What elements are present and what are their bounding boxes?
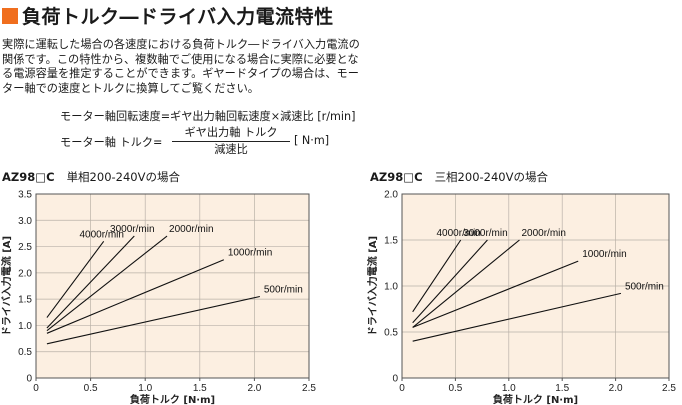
chart1-xtick-label: 2.0 <box>247 383 261 394</box>
chart2-frame <box>401 193 670 379</box>
chart1-ytick-label: 1.5 <box>18 295 32 306</box>
chart1-series-line-2000r/min <box>46 235 168 332</box>
chart2-ytick-label: 1.0 <box>384 282 398 293</box>
chart1-xtick-label: 2.5 <box>302 383 316 394</box>
torque-formula-unit: [ N·m] <box>294 134 330 147</box>
intro-paragraph: 実際に運転した場合の各速度における負荷トルク―ドライバ入力電流の関係です。この特… <box>2 38 360 95</box>
chart1-condition: 単相200-240Vの場合 <box>66 170 180 184</box>
chart1-xtick-label: 1.0 <box>138 383 152 394</box>
chart2-series-line-4000r/min <box>412 239 462 313</box>
chart1-model: AZ98□C <box>2 170 55 184</box>
chart1-series-label: 3000r/min <box>110 224 154 235</box>
chart2-xlabel: 負荷トルク [N·m] <box>493 393 578 405</box>
chart1-series-label: 500r/min <box>264 285 303 296</box>
chart1-plot-area <box>36 194 309 378</box>
chart2-xtick-label: 1.5 <box>555 383 569 394</box>
chart1-xtick-label: 0 <box>33 383 39 394</box>
chart2-ytick-label: 0.5 <box>384 328 398 339</box>
chart1-ylabel: ドライバ入力電流 [A] <box>0 236 13 336</box>
chart2-model: AZ98□C <box>370 170 423 184</box>
chart2-series-line-500r/min <box>412 292 622 342</box>
torque-formula-lhs: モーター軸 トルク= <box>60 136 163 149</box>
chart1-series-line-500r/min <box>46 295 260 345</box>
chart2-ylabel: ドライバ入力電流 [A] <box>366 236 379 336</box>
torque-formula-numerator: ギヤ出力軸 トルク <box>184 126 278 139</box>
section-title: 負荷トルク―ドライバ入力電流特性 <box>2 2 334 29</box>
fraction-bar <box>172 141 290 142</box>
chart2-xtick-label: 0 <box>399 383 405 394</box>
chart1-series-label: 4000r/min <box>79 229 123 240</box>
chart1-series-label: 2000r/min <box>169 224 213 235</box>
chart1-title: AZ98□C 単相200-240Vの場合 <box>2 169 180 185</box>
chart2-series-line-3000r/min <box>412 239 488 324</box>
chart2-series-line-2000r/min <box>412 239 520 328</box>
chart1-series-line-3000r/min <box>46 235 135 329</box>
chart1-ytick-label: 2.0 <box>18 268 32 279</box>
chart1-ytick-label: 0 <box>26 374 32 385</box>
chart2-series-label: 4000r/min <box>437 228 481 239</box>
chart1-ytick-label: 2.5 <box>18 242 32 253</box>
chart1-xtick-label: 0.5 <box>84 383 98 394</box>
chart2-ytick-label: 2.0 <box>384 190 398 201</box>
chart2-condition: 三相200-240Vの場合 <box>434 170 548 184</box>
chart1-ytick-label: 1.0 <box>18 321 32 332</box>
page-title: 負荷トルク―ドライバ入力電流特性 <box>22 6 334 28</box>
chart2-ytick-label: 1.5 <box>384 236 398 247</box>
torque-formula-denominator: 減速比 <box>214 143 248 156</box>
chart2-series-label: 500r/min <box>625 281 664 292</box>
chart1-ytick-label: 3.0 <box>18 216 32 227</box>
chart2-series-line-1000r/min <box>412 260 579 328</box>
torque-formula-fraction: ギヤ出力軸 トルク 減速比 <box>172 126 290 157</box>
chart1-ytick-label: 0.5 <box>18 347 32 358</box>
chart1-xlabel: 負荷トルク [N·m] <box>130 393 215 405</box>
title-marker-icon <box>2 7 18 24</box>
chart2-xtick-label: 0.5 <box>448 383 462 394</box>
speed-formula: モーター軸回転速度=ギヤ出力軸回転速度×減速比 [r/min] <box>60 110 356 123</box>
chart2-series-label: 1000r/min <box>582 249 626 260</box>
chart1-xtick-label: 1.5 <box>193 383 207 394</box>
chart2-ytick-label: 0 <box>392 374 398 385</box>
chart2-series-label: 2000r/min <box>521 228 565 239</box>
chart1-ytick-label: 3.5 <box>18 190 32 201</box>
chart2-xtick-label: 2.5 <box>662 383 676 394</box>
chart2-title: AZ98□C 三相200-240Vの場合 <box>370 169 548 185</box>
chart2-series-label: 3000r/min <box>463 228 507 239</box>
chart1-series-line-1000r/min <box>46 259 225 334</box>
chart2-xtick-label: 2.0 <box>609 383 623 394</box>
chart1-series-line-4000r/min <box>46 240 105 318</box>
chart1-frame <box>35 193 310 379</box>
chart2-xtick-label: 1.0 <box>502 383 516 394</box>
chart1-series-label: 1000r/min <box>228 248 272 259</box>
